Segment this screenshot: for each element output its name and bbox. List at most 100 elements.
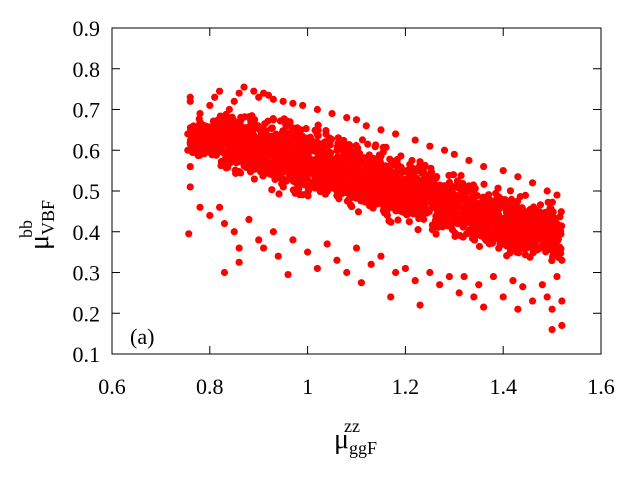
data-point — [357, 279, 365, 287]
data-point — [408, 156, 416, 165]
x-tick-label: 1 — [302, 374, 313, 399]
data-point — [373, 195, 381, 203]
data-point — [286, 147, 294, 156]
data-point — [284, 270, 292, 279]
data-point — [293, 143, 301, 151]
data-point — [548, 256, 556, 265]
data-point — [222, 125, 230, 133]
data-point — [322, 126, 330, 135]
data-point — [316, 168, 324, 176]
data-point — [553, 272, 561, 281]
data-point — [525, 215, 534, 223]
data-point — [377, 152, 385, 160]
data-point — [549, 250, 558, 258]
data-point — [246, 146, 254, 154]
data-point — [411, 277, 419, 285]
data-point — [421, 161, 429, 170]
x-tick-label: 1.2 — [392, 374, 420, 399]
data-point — [489, 272, 498, 281]
data-point — [289, 99, 297, 107]
y-axis-label-sup: bb — [16, 220, 36, 238]
data-point — [250, 87, 258, 95]
data-point — [227, 118, 235, 126]
x-axis-label-sup: zz — [344, 416, 360, 436]
data-point — [444, 222, 452, 230]
data-point — [532, 234, 540, 242]
data-point — [369, 204, 377, 212]
data-point — [186, 183, 194, 191]
data-point — [399, 166, 407, 174]
data-point — [548, 325, 556, 334]
data-point — [239, 143, 248, 152]
data-point — [499, 167, 507, 175]
data-point — [335, 144, 343, 153]
data-point — [215, 203, 224, 211]
data-point — [225, 105, 233, 114]
y-tick-label: 0.1 — [73, 342, 101, 367]
data-point — [503, 252, 511, 260]
data-point — [504, 229, 512, 237]
data-point — [279, 97, 287, 105]
data-point — [538, 281, 546, 289]
data-point — [426, 142, 434, 150]
data-point — [509, 277, 517, 285]
data-point — [521, 251, 530, 259]
data-point — [309, 180, 317, 189]
data-point — [274, 252, 282, 260]
data-point — [426, 184, 434, 193]
data-point — [271, 136, 279, 145]
data-point — [460, 185, 468, 193]
data-point — [436, 281, 444, 289]
data-point — [314, 160, 322, 168]
data-point — [424, 198, 432, 206]
data-point — [491, 227, 499, 235]
data-point — [405, 168, 413, 176]
data-point — [453, 231, 461, 239]
data-point — [439, 198, 447, 206]
y-axis-label-sub: VBF — [38, 200, 58, 235]
data-point — [445, 171, 453, 180]
data-point — [386, 186, 394, 194]
data-point — [499, 293, 507, 301]
data-point — [462, 200, 470, 208]
data-point — [345, 195, 353, 204]
x-axis-label-base: μ — [334, 424, 349, 455]
data-point — [334, 153, 342, 161]
data-point — [514, 173, 522, 181]
data-point — [381, 203, 389, 211]
data-point — [315, 143, 323, 152]
y-axis-label-base: μ — [24, 235, 55, 250]
data-point — [492, 220, 500, 228]
data-point — [404, 187, 413, 195]
data-point — [206, 101, 214, 110]
data-point — [184, 146, 192, 154]
data-point — [470, 293, 478, 301]
data-point — [267, 168, 275, 177]
data-point — [500, 200, 508, 208]
data-point — [347, 142, 355, 150]
data-point — [249, 136, 257, 144]
x-tick-label: 1.6 — [587, 374, 615, 399]
data-point — [470, 195, 478, 203]
data-point — [416, 301, 424, 309]
data-point — [426, 268, 434, 277]
data-point — [394, 160, 402, 169]
data-point — [507, 195, 516, 203]
data-point — [543, 187, 551, 195]
data-point — [334, 134, 342, 142]
data-point — [343, 268, 351, 277]
data-point — [506, 187, 515, 195]
data-point — [558, 297, 566, 305]
data-point — [442, 216, 450, 224]
data-point — [386, 165, 394, 173]
data-point — [354, 208, 363, 216]
data-point — [517, 213, 525, 221]
data-point — [204, 147, 212, 156]
data-point — [480, 303, 488, 311]
data-point — [528, 297, 537, 305]
y-tick-label: 0.2 — [73, 301, 101, 326]
data-point — [432, 174, 440, 182]
data-point — [380, 209, 389, 217]
data-point — [328, 109, 336, 118]
data-point — [414, 226, 422, 234]
